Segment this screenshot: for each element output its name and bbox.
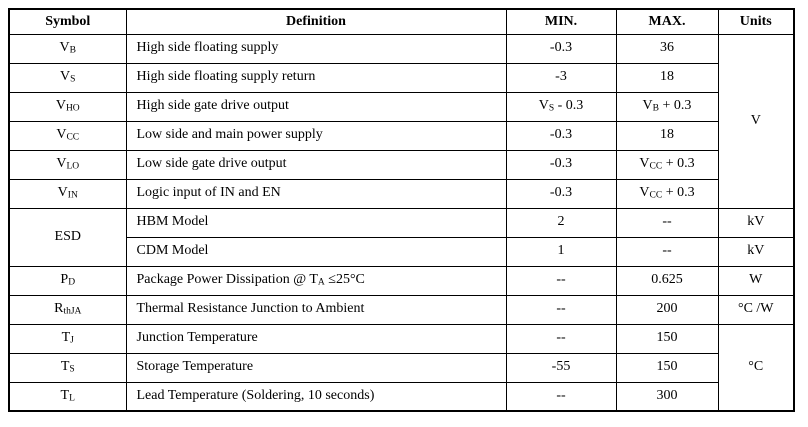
symbol-cell: TJ	[8, 323, 127, 354]
definition-cell: High side gate drive output	[125, 91, 507, 122]
definition-cell: Lead Temperature (Soldering, 10 seconds)	[125, 381, 507, 412]
units-cell-celsius: °C	[717, 323, 795, 412]
max-cell: 18	[615, 120, 719, 151]
definition-cell: Storage Temperature	[125, 352, 507, 383]
definition-cell: High side floating supply return	[125, 62, 507, 93]
min-cell: --	[505, 294, 617, 325]
units-cell: kV	[717, 207, 795, 238]
table-row: VCC Low side and main power supply -0.3 …	[8, 120, 794, 151]
min-cell: VS - 0.3	[505, 91, 617, 122]
definition-cell: CDM Model	[125, 236, 507, 267]
absolute-maximum-ratings-table: Symbol Definition MIN. MAX. Units VB Hig…	[8, 8, 795, 412]
max-cell: VCC + 0.3	[615, 178, 719, 209]
max-cell: 150	[615, 352, 719, 383]
max-cell: --	[615, 207, 719, 238]
max-cell: 18	[615, 62, 719, 93]
symbol-cell: VHO	[8, 91, 127, 122]
header-min: MIN.	[505, 8, 617, 35]
table-row: VIN Logic input of IN and EN -0.3 VCC + …	[8, 178, 794, 209]
definition-cell: Junction Temperature	[125, 323, 507, 354]
table-row: CDM Model 1 -- kV	[9, 236, 795, 267]
max-cell: --	[615, 236, 719, 267]
definition-cell: Logic input of IN and EN	[125, 178, 507, 209]
min-cell: -0.3	[505, 178, 617, 209]
definition-cell: Low side and main power supply	[125, 120, 507, 151]
header-units: Units	[717, 8, 795, 35]
min-cell: -3	[505, 62, 617, 93]
symbol-cell: RthJA	[8, 294, 127, 325]
definition-cell: Package Power Dissipation @ TA ≤25°C	[125, 265, 507, 296]
header-symbol: Symbol	[8, 8, 127, 35]
table-row: ESD HBM Model 2 -- kV	[8, 207, 795, 267]
min-cell: -55	[505, 352, 617, 383]
table-row: RthJA Thermal Resistance Junction to Amb…	[8, 294, 795, 325]
min-cell: --	[505, 323, 617, 354]
units-cell: °C /W	[717, 294, 795, 325]
units-cell: kV	[717, 236, 795, 267]
definition-cell: Thermal Resistance Junction to Ambient	[125, 294, 507, 325]
min-cell: -0.3	[505, 149, 617, 180]
units-cell: W	[717, 265, 795, 296]
symbol-cell: VIN	[8, 178, 127, 209]
units-cell-volts: V	[717, 33, 795, 209]
definition-cell: HBM Model	[125, 207, 507, 238]
symbol-cell: VS	[8, 62, 127, 93]
max-cell: 300	[615, 381, 719, 412]
table-row: VHO High side gate drive output VS - 0.3…	[8, 91, 794, 122]
symbol-cell: VCC	[8, 120, 127, 151]
definition-cell: High side floating supply	[125, 33, 507, 64]
definition-cell: Low side gate drive output	[125, 149, 507, 180]
symbol-cell: VB	[8, 33, 127, 64]
max-cell: 150	[615, 323, 719, 354]
max-cell: VB + 0.3	[615, 91, 719, 122]
symbol-cell-esd: ESD	[8, 207, 127, 267]
max-cell: 200	[615, 294, 719, 325]
table-row: VB High side floating supply -0.3 36 V	[8, 33, 795, 209]
header-definition: Definition	[125, 8, 507, 35]
max-cell: VCC + 0.3	[615, 149, 719, 180]
symbol-cell: TL	[8, 381, 127, 412]
min-cell: 1	[505, 236, 617, 267]
min-cell: --	[505, 381, 617, 412]
min-cell: -0.3	[505, 33, 617, 64]
header-max: MAX.	[615, 8, 719, 35]
max-cell: 0.625	[615, 265, 719, 296]
min-cell: 2	[505, 207, 617, 238]
symbol-cell: VLO	[8, 149, 127, 180]
table-row: TJ Junction Temperature -- 150 °C	[8, 323, 795, 412]
header-row: Symbol Definition MIN. MAX. Units	[8, 8, 795, 35]
table-row: VLO Low side gate drive output -0.3 VCC …	[8, 149, 794, 180]
max-cell: 36	[615, 33, 719, 64]
table-row: TL Lead Temperature (Soldering, 10 secon…	[8, 381, 794, 412]
table-row: TS Storage Temperature -55 150	[8, 352, 794, 383]
min-cell: -0.3	[505, 120, 617, 151]
table-row: PD Package Power Dissipation @ TA ≤25°C …	[8, 265, 795, 296]
symbol-cell: PD	[8, 265, 127, 296]
min-cell: --	[505, 265, 617, 296]
symbol-cell: TS	[8, 352, 127, 383]
table-row: VS High side floating supply return -3 1…	[8, 62, 794, 93]
